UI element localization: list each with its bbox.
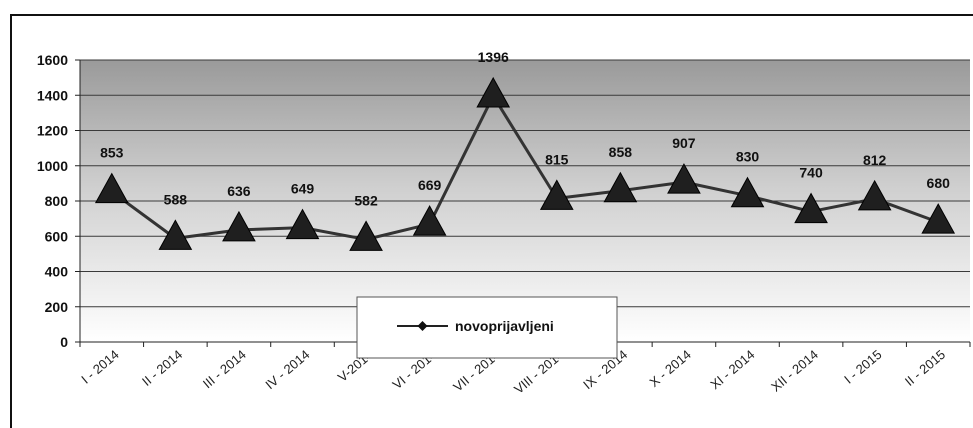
data-point-marker xyxy=(667,163,701,194)
y-tick-label: 1000 xyxy=(37,158,68,174)
chart-frame xyxy=(10,14,973,428)
data-labels: 853 588 636 649 582 669 1396 815 858 907 830 740 812… xyxy=(100,49,950,208)
data-label: 740 xyxy=(799,165,823,181)
data-point-marker xyxy=(921,203,956,234)
y-tick-label: 1200 xyxy=(37,123,68,139)
x-tick-label: II - 2014 xyxy=(139,347,185,389)
y-tick-label: 1600 xyxy=(37,52,68,68)
data-label: 907 xyxy=(672,135,696,151)
data-label: 669 xyxy=(418,177,442,193)
y-tick-label: 800 xyxy=(45,193,69,209)
y-tick-label: 600 xyxy=(45,228,69,244)
x-tick-label: XI - 2014 xyxy=(707,347,757,392)
data-point-marker xyxy=(158,219,193,250)
data-point-marker xyxy=(730,176,765,208)
data-label: 588 xyxy=(164,191,188,207)
data-label: 858 xyxy=(609,144,633,160)
x-tick-label: X - 2014 xyxy=(647,347,694,390)
series-novoprijavljeni xyxy=(94,76,956,251)
data-label: 812 xyxy=(863,152,887,168)
series-line xyxy=(110,94,939,241)
legend-label: novoprijavljeni xyxy=(455,318,554,334)
data-label: 582 xyxy=(354,192,378,208)
data-point-marker xyxy=(857,179,892,211)
y-tick-label: 200 xyxy=(45,299,69,315)
x-tick-label: IV - 2014 xyxy=(262,347,312,392)
x-tick-label: I - 2014 xyxy=(78,347,121,387)
legend-marker-icon xyxy=(417,321,428,331)
data-point-marker xyxy=(539,179,574,210)
data-point-marker xyxy=(412,205,447,236)
legend-box xyxy=(356,296,618,359)
data-label: 636 xyxy=(227,183,251,199)
x-tick-label: XII - 2014 xyxy=(768,347,821,395)
data-point-marker xyxy=(794,192,828,224)
data-point-marker xyxy=(285,208,320,240)
data-label: 815 xyxy=(545,151,569,167)
data-label: 680 xyxy=(927,175,951,191)
x-tick-label: II - 2015 xyxy=(902,347,948,389)
data-label: 830 xyxy=(736,149,760,165)
data-point-marker xyxy=(476,76,511,108)
data-label: 649 xyxy=(291,181,315,197)
data-point-marker xyxy=(603,171,638,203)
y-tick-label: 0 xyxy=(60,334,68,350)
data-point-marker xyxy=(349,220,383,251)
data-label: 1396 xyxy=(478,49,509,65)
y-axis: 0 200 400 600 800 1000 1200 1400 1600 xyxy=(37,52,81,350)
data-point-marker xyxy=(94,172,129,204)
x-tick-label: III - 2014 xyxy=(200,347,249,391)
legend: novoprijavljeni xyxy=(356,296,618,359)
data-point-marker xyxy=(222,210,256,242)
y-tick-label: 400 xyxy=(45,264,69,280)
y-tick-label: 1400 xyxy=(37,87,68,103)
x-tick-label: I - 2015 xyxy=(841,347,884,387)
data-label: 853 xyxy=(100,145,124,161)
